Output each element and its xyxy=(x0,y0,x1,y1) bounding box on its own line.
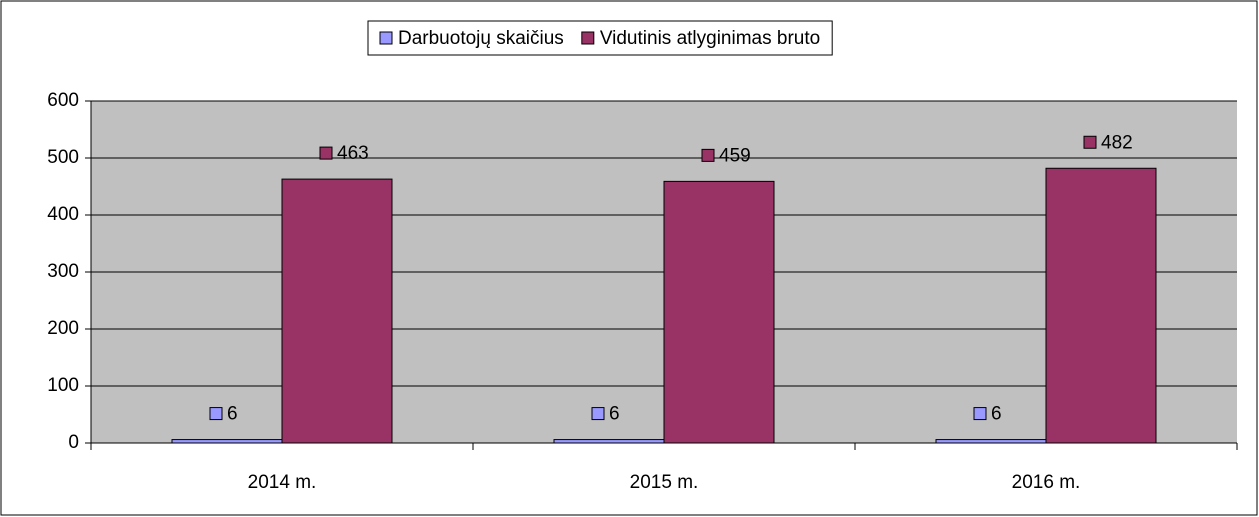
x-tick-label: 2016 m. xyxy=(1012,472,1081,493)
data-label-key xyxy=(973,407,987,421)
y-tick-label: 600 xyxy=(47,90,79,111)
y-tick-label: 100 xyxy=(47,375,79,396)
data-label: 463 xyxy=(337,143,369,164)
data-label: 6 xyxy=(991,404,1002,425)
y-tick-label: 500 xyxy=(47,147,79,168)
legend-box xyxy=(367,20,833,56)
data-label-key xyxy=(591,407,605,421)
y-tick-label: 0 xyxy=(68,432,79,453)
legend-label: Darbuotojų skaičius xyxy=(398,28,564,49)
bar xyxy=(553,439,665,444)
bar xyxy=(281,178,393,444)
y-tick-label: 400 xyxy=(47,204,79,225)
x-tick-label: 2015 m. xyxy=(630,472,699,493)
bar xyxy=(171,439,283,444)
data-label-key xyxy=(319,146,333,160)
data-label: 6 xyxy=(609,404,620,425)
bar xyxy=(663,180,775,444)
x-tick-label: 2014 m. xyxy=(248,472,317,493)
legend-label: Vidutinis atlyginimas bruto xyxy=(600,28,820,49)
legend-key xyxy=(581,31,595,45)
data-label-key xyxy=(209,407,223,421)
bar xyxy=(1045,167,1157,444)
legend-key xyxy=(379,31,393,45)
data-label-key xyxy=(701,148,715,162)
data-label-key xyxy=(1083,135,1097,149)
y-tick-label: 300 xyxy=(47,261,79,282)
y-tick-label: 200 xyxy=(47,318,79,339)
bar xyxy=(935,439,1047,444)
data-label: 6 xyxy=(227,404,238,425)
data-label: 482 xyxy=(1101,132,1133,153)
data-label: 459 xyxy=(719,145,751,166)
